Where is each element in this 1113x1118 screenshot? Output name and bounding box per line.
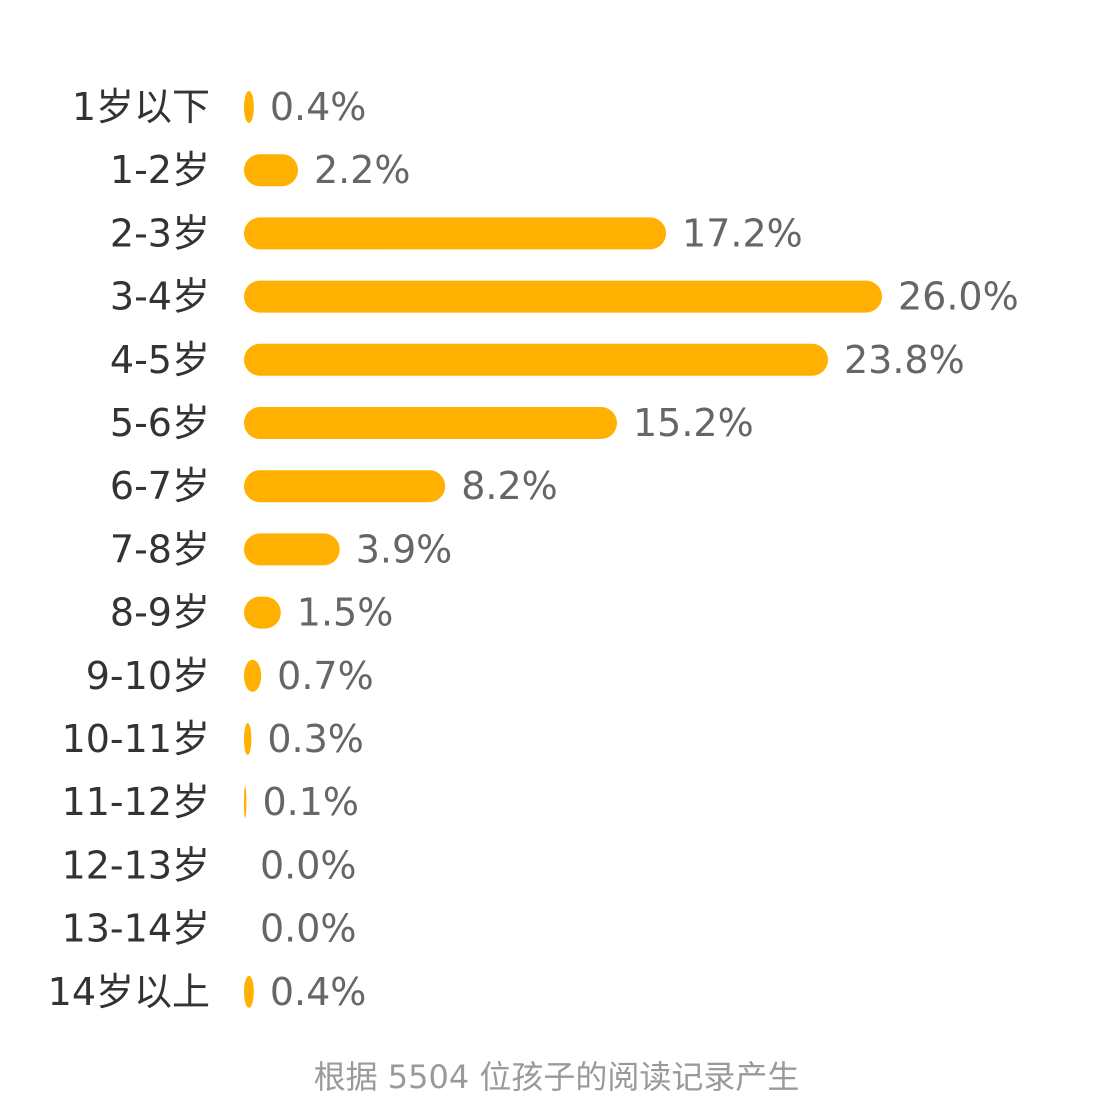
bar bbox=[244, 786, 247, 819]
value-label: 0.4% bbox=[270, 85, 367, 129]
category-label: 4-5岁 bbox=[110, 338, 210, 382]
bar bbox=[244, 533, 340, 566]
category-labels: 1岁以下 1-2岁 2-3岁 3-4岁 4-5岁 5-6岁 6-7岁 7-8岁 8-9岁 9-10… bbox=[48, 85, 210, 1014]
category-label: 9-10岁 bbox=[86, 654, 210, 698]
bar bbox=[244, 407, 617, 439]
value-label: 0.1% bbox=[262, 780, 359, 824]
bar bbox=[244, 596, 281, 629]
bar bbox=[244, 470, 446, 503]
category-label: 14岁以上 bbox=[48, 970, 210, 1014]
value-label: 15.2% bbox=[633, 401, 754, 445]
value-label: 8.2% bbox=[461, 464, 558, 508]
chart-footnote: 根据 5504 位孩子的阅读记录产生 bbox=[313, 1058, 800, 1096]
value-label: 2.2% bbox=[314, 148, 411, 192]
category-label: 10-11岁 bbox=[62, 717, 210, 761]
value-label: 3.9% bbox=[356, 527, 453, 571]
category-label: 13-14岁 bbox=[62, 907, 210, 951]
value-label: 0.0% bbox=[260, 907, 357, 951]
category-label: 2-3岁 bbox=[110, 211, 210, 255]
bar bbox=[244, 723, 252, 755]
category-label: 12-13岁 bbox=[62, 843, 210, 887]
value-label: 26.0% bbox=[898, 275, 1019, 319]
value-label: 23.8% bbox=[844, 338, 965, 382]
category-label: 7-8岁 bbox=[110, 527, 210, 571]
bar bbox=[244, 975, 254, 1008]
bar bbox=[244, 154, 298, 187]
category-label: 1岁以下 bbox=[72, 85, 210, 129]
bar bbox=[244, 343, 829, 376]
value-label: 0.3% bbox=[267, 717, 364, 761]
category-label: 6-7岁 bbox=[110, 464, 210, 508]
bar bbox=[244, 217, 667, 250]
bars bbox=[244, 91, 882, 1008]
category-label: 11-12岁 bbox=[62, 780, 210, 824]
bar bbox=[244, 280, 882, 313]
value-label: 17.2% bbox=[682, 211, 803, 255]
category-label: 1-2岁 bbox=[110, 148, 210, 192]
bar bbox=[244, 91, 254, 123]
value-label: 0.7% bbox=[277, 654, 374, 698]
value-label: 0.4% bbox=[270, 970, 367, 1014]
value-label: 0.0% bbox=[260, 843, 357, 887]
value-labels: 0.4% 2.2% 17.2% 26.0% 23.8% 15.2% 8.2%3.9% 1.5%… bbox=[260, 85, 1019, 1014]
category-label: 8-9岁 bbox=[110, 591, 210, 635]
value-label: 1.5% bbox=[297, 591, 394, 635]
category-label: 5-6岁 bbox=[110, 401, 210, 445]
bar bbox=[244, 659, 262, 692]
category-label: 3-4岁 bbox=[110, 275, 210, 319]
